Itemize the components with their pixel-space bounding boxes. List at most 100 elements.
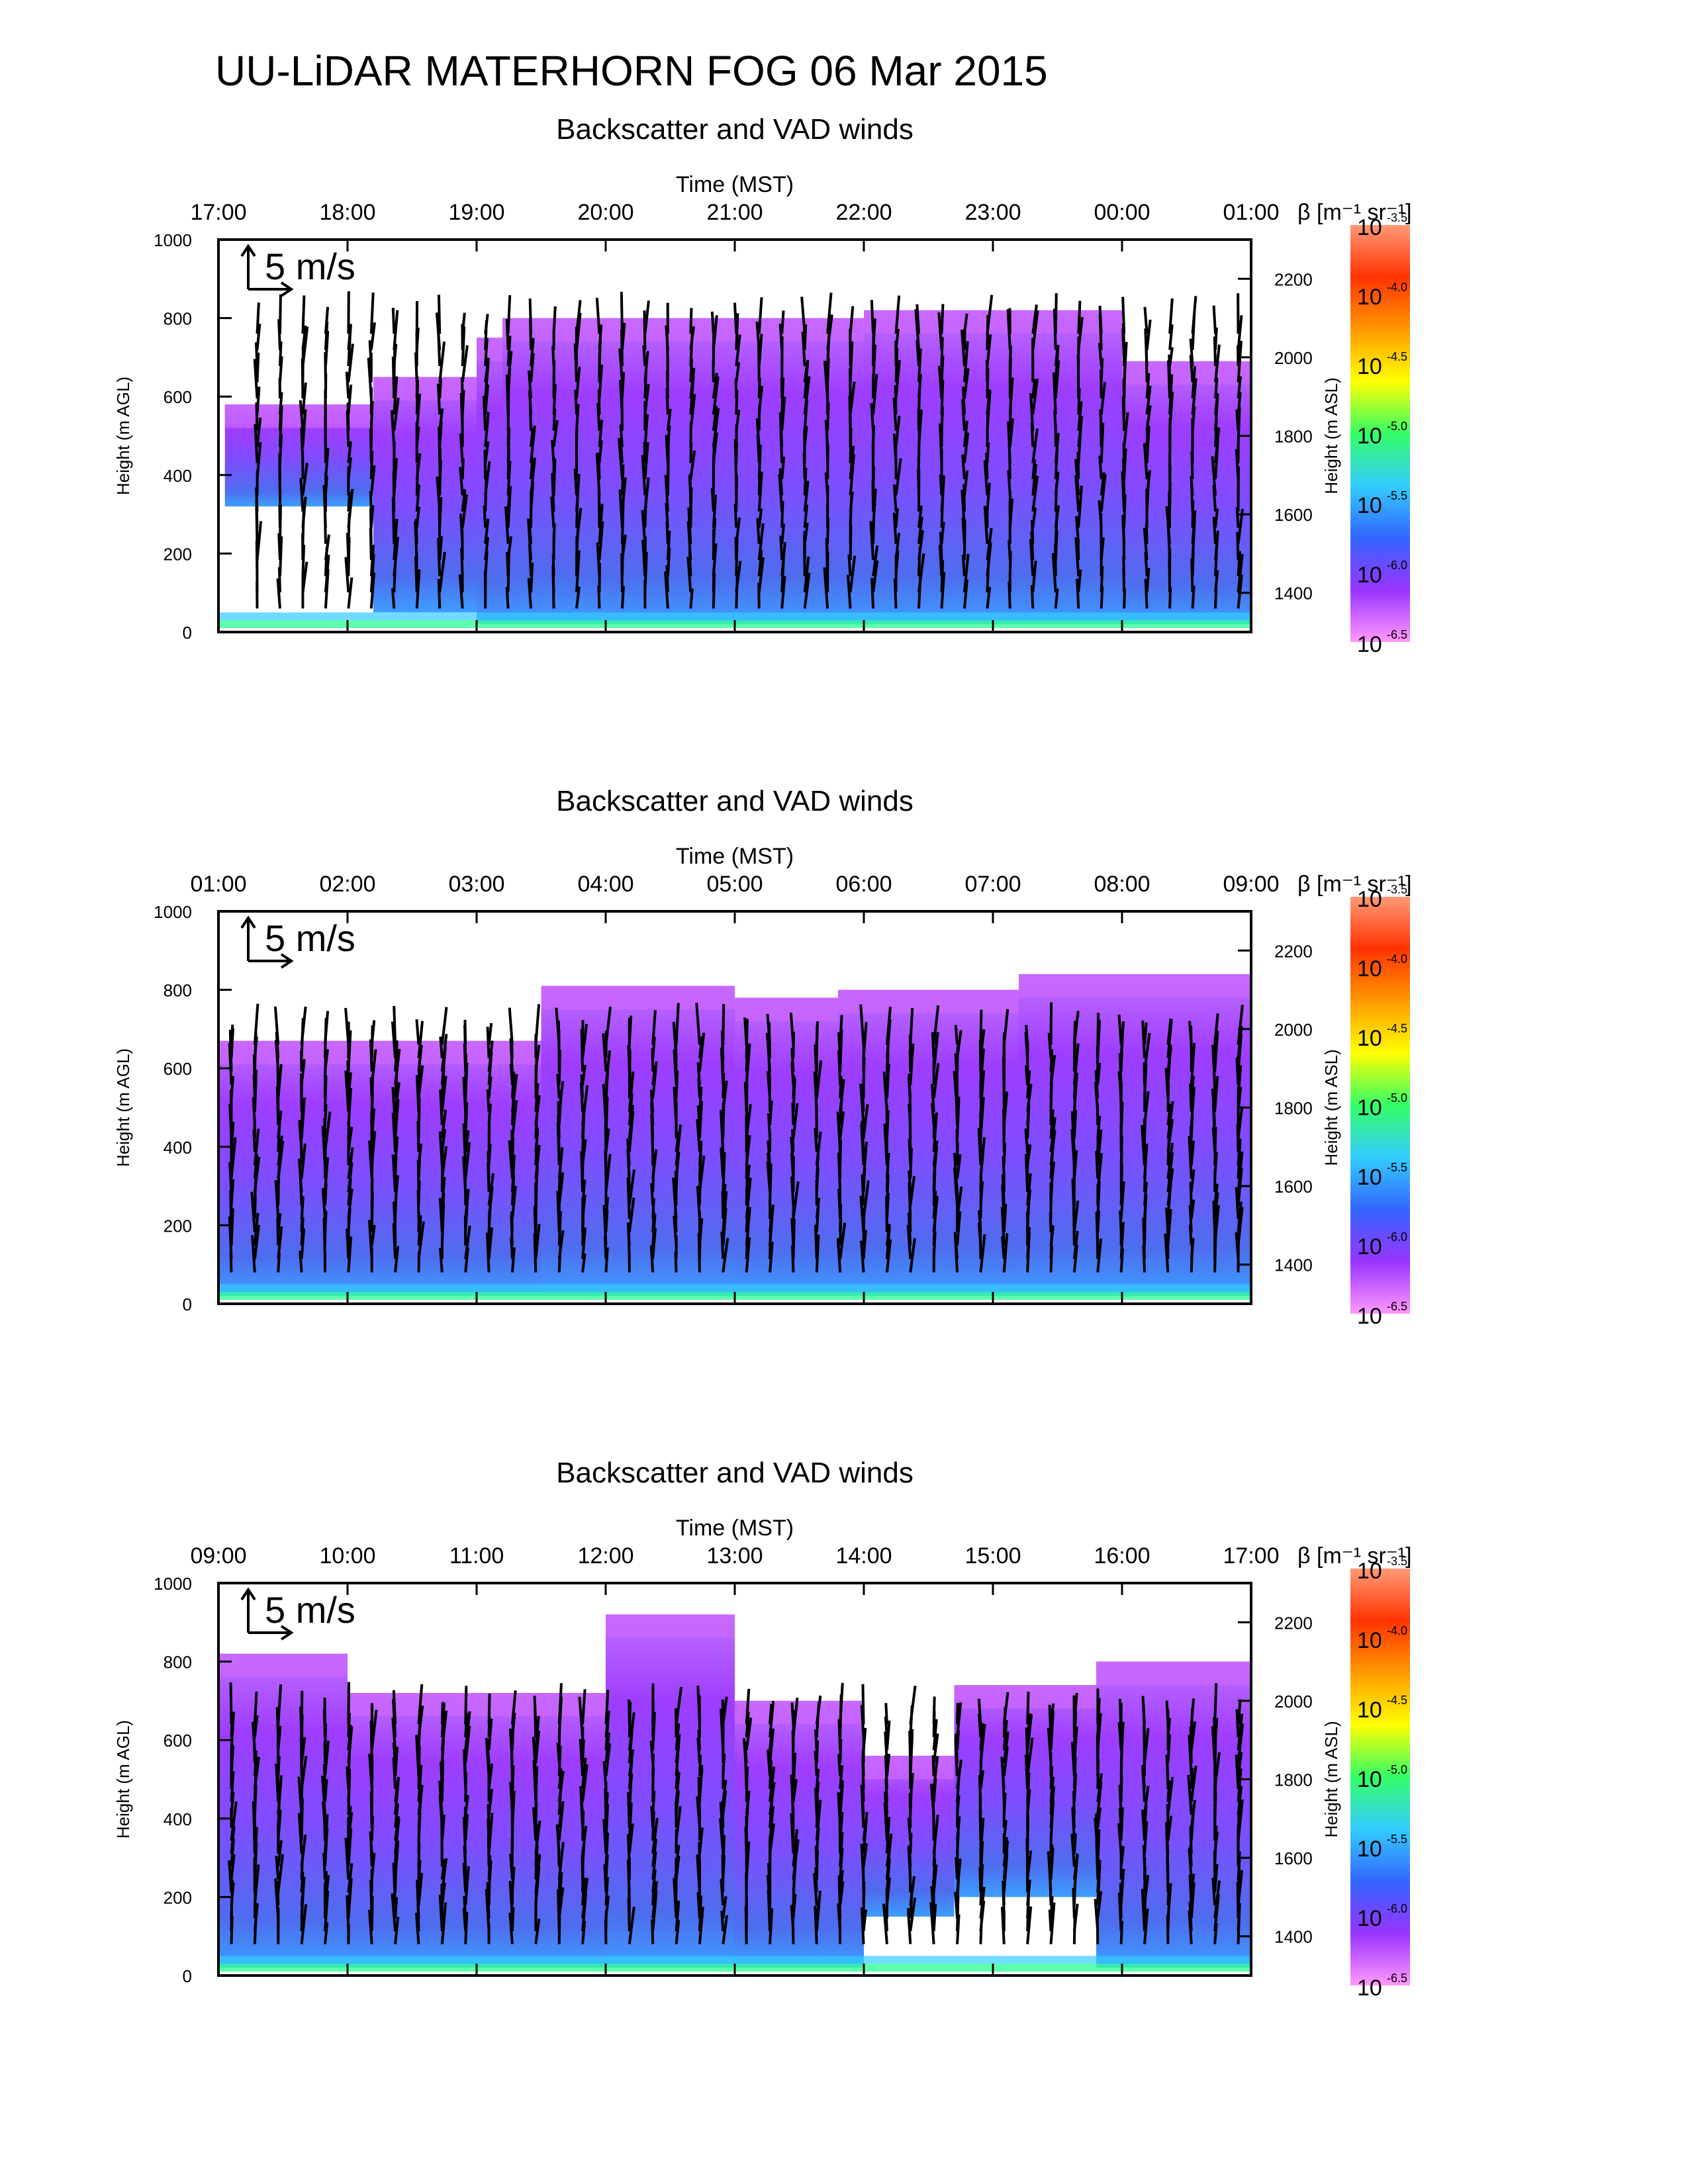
wind-vector: [1054, 588, 1059, 609]
wind-vector: [849, 306, 855, 334]
x-tick-label-bottom: 09:00: [319, 1330, 375, 1334]
wind-vector: [986, 482, 991, 512]
wind-vector: [849, 381, 856, 415]
wind-vector: [769, 1823, 776, 1854]
wind-vector: [230, 1024, 234, 1045]
wind-vector: [557, 1889, 561, 1932]
colorbar-tick-label: 10: [1357, 563, 1382, 588]
x-tick-label-top: 07:00: [964, 872, 1021, 897]
wind-vector: [1213, 1683, 1218, 1725]
wind-vector: [962, 387, 966, 415]
y-axis-label-left: Height (m AGL): [113, 1048, 133, 1167]
wind-vector: [1143, 1091, 1150, 1126]
wind-vector: [710, 311, 715, 334]
wind-vector: [534, 1766, 539, 1790]
wind-vector: [532, 1737, 538, 1776]
wind-vector: [620, 477, 627, 512]
wind-vector: [1190, 1140, 1196, 1165]
wind-vector: [643, 384, 650, 415]
wind-vector: [487, 1103, 492, 1126]
wind-vector: [885, 1817, 891, 1854]
wind-vector: [1054, 433, 1060, 463]
wind-vector: [528, 521, 533, 544]
x-tick-label-bottom: 21:00: [835, 2002, 892, 2005]
wind-vector: [1190, 1199, 1196, 1219]
wind-vector: [604, 1006, 612, 1045]
wind-vector: [253, 1751, 258, 1776]
wind-vector: [803, 480, 810, 512]
colorbar-tick-exponent: -4.5: [1387, 350, 1407, 363]
wind-vector: [604, 1690, 610, 1725]
wind-vector: [917, 516, 923, 544]
wind-vector: [755, 418, 761, 447]
wind-vector: [885, 1239, 892, 1273]
wind-vector: [675, 1920, 680, 1944]
wind-vector: [415, 426, 420, 447]
wind-vector: [415, 453, 422, 480]
wind-vector: [604, 1732, 611, 1764]
colorbar-tick-exponent: -6.0: [1387, 1902, 1407, 1915]
wind-vector: [1143, 1728, 1150, 1764]
wind-vector: [1072, 1011, 1080, 1045]
wind-vector: [575, 508, 583, 544]
wind-vector: [1166, 1717, 1172, 1738]
wind-vector: [672, 1021, 678, 1058]
wind-vector: [1144, 578, 1149, 609]
wind-vector: [552, 306, 557, 334]
wind-vector: [1237, 340, 1243, 383]
wind-vector: [439, 1036, 444, 1059]
wind-vector: [712, 376, 720, 415]
wind-vector: [803, 556, 810, 593]
wind-vector: [463, 1895, 467, 1919]
backscatter-cloud-top: [1122, 361, 1251, 385]
wind-vector: [277, 1212, 282, 1233]
wind-vector: [839, 1765, 844, 1790]
colorbar-tick-exponent: -4.0: [1387, 1624, 1407, 1637]
wind-vector: [619, 424, 624, 447]
wind-vector: [534, 1130, 539, 1152]
panel-title: Backscatter and VAD winds: [556, 113, 914, 146]
wind-vector: [253, 359, 259, 399]
x-tick-label-bottom: 00:00: [190, 659, 246, 662]
wind-vector: [530, 338, 535, 367]
x-tick-label-bottom: 16:00: [190, 2002, 246, 2005]
x-axis-label-top: Time (MST): [676, 172, 794, 197]
x-tick-label-top: 19:00: [448, 200, 504, 225]
wind-vector: [1098, 343, 1103, 367]
wind-vector: [324, 534, 331, 561]
wind-vector: [643, 351, 649, 383]
wind-vector: [581, 1764, 588, 1802]
wind-vector: [1214, 570, 1219, 593]
wind-vector: [324, 447, 330, 480]
wind-vector: [696, 1105, 701, 1126]
wind-vector: [814, 1128, 818, 1152]
wind-vector: [487, 1023, 493, 1045]
wind-vector: [1049, 1225, 1055, 1246]
x-tick-label-bottom: 08:00: [1223, 659, 1279, 662]
wind-vector: [733, 302, 738, 334]
wind-vector: [1031, 304, 1038, 334]
wind-vector: [1054, 505, 1060, 528]
wind-vector: [932, 1195, 939, 1233]
wind-vector: [461, 488, 467, 512]
backscatter-cloud-top: [735, 1700, 864, 1725]
wind-vector: [792, 1181, 800, 1219]
wind-vector: [300, 1835, 307, 1867]
wind-vector: [393, 397, 400, 432]
wind-vector: [417, 1784, 424, 1815]
backscatter-region: [541, 985, 735, 1297]
wind-vector: [484, 537, 490, 561]
wind-vector: [735, 517, 741, 544]
wind-vector: [1002, 1837, 1008, 1867]
wind-vector: [1211, 456, 1217, 496]
colorbar-tick-exponent: -6.5: [1387, 1300, 1407, 1313]
wind-vector: [1054, 471, 1060, 496]
wind-vector: [1077, 401, 1083, 432]
wind-vector: [1049, 1054, 1056, 1085]
wind-vector: [675, 1124, 682, 1165]
colorbar-tick-label: 10: [1357, 887, 1382, 912]
wind-vector: [1094, 1899, 1100, 1932]
wind-vector: [712, 408, 720, 447]
wind-vector: [347, 1126, 353, 1152]
wind-vector: [1096, 1129, 1103, 1165]
